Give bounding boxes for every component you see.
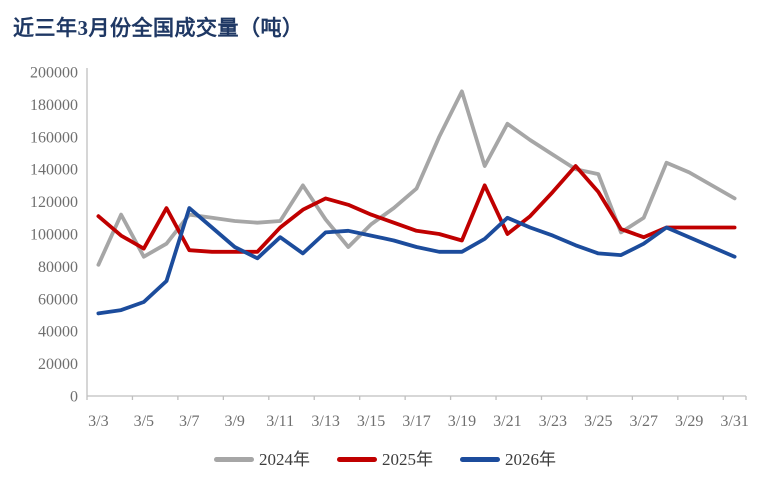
legend-label-2026: 2026年 — [505, 449, 556, 469]
x-axis-tick-label: 3/15 — [357, 413, 385, 430]
y-axis-tick-label: 40000 — [38, 324, 78, 341]
legend-item-2025: 2025年 — [337, 451, 433, 468]
legend-item-2024: 2024年 — [214, 451, 310, 468]
y-axis-tick-label: 140000 — [30, 162, 78, 179]
x-axis-tick-label: 3/27 — [630, 413, 658, 430]
y-axis-tick-label: 60000 — [38, 291, 78, 308]
x-axis-tick-label: 3/13 — [311, 413, 339, 430]
x-axis-tick-label: 3/9 — [224, 413, 244, 430]
x-axis-tick-label: 3/17 — [402, 413, 430, 430]
x-axis-tick-label: 3/7 — [179, 413, 199, 430]
y-axis-tick-label: 120000 — [30, 194, 78, 211]
chart-title: 近三年3月份全国成交量（吨） — [13, 16, 304, 40]
y-axis-tick-label: 0 — [70, 389, 78, 406]
x-axis-tick-label: 3/29 — [675, 413, 703, 430]
legend-label-2025: 2025年 — [382, 449, 433, 469]
line-chart-plot-area: 0 20000 40000 60000 80000 100000 120000 140000 1… — [30, 65, 749, 431]
y-axis-tick-label: 180000 — [30, 97, 78, 114]
y-axis-tick-label: 20000 — [38, 356, 78, 373]
y-axis-tick-label: 80000 — [38, 259, 78, 276]
chart-legend: 2024年 2025年 2026年 — [0, 446, 770, 472]
series-line-2024年 — [96, 89, 737, 267]
y-axis-tick-label: 160000 — [30, 129, 78, 146]
legend-line-swatch-2026 — [460, 456, 500, 462]
legend-line-swatch-2025 — [337, 456, 377, 462]
x-axis-tick-label: 3/19 — [448, 413, 476, 430]
x-axis-tick-label: 3/31 — [720, 413, 748, 430]
x-axis-tick-label: 3/5 — [134, 413, 154, 430]
y-axis-tick-label: 200000 — [30, 65, 78, 82]
legend-label-2024: 2024年 — [259, 449, 310, 469]
x-axis-tick-label: 3/23 — [539, 413, 567, 430]
legend-line-swatch-2024 — [214, 456, 254, 462]
x-axis-tick-label: 3/11 — [266, 413, 294, 430]
series-line-2026年 — [96, 206, 737, 316]
legend-item-2026: 2026年 — [460, 451, 556, 468]
y-axis-tick-label: 100000 — [30, 227, 78, 244]
x-axis-tick-label: 3/25 — [584, 413, 612, 430]
series-line-2025年 — [96, 164, 737, 254]
x-axis-tick-label: 3/21 — [493, 413, 521, 430]
x-axis-tick-label: 3/3 — [88, 413, 108, 430]
